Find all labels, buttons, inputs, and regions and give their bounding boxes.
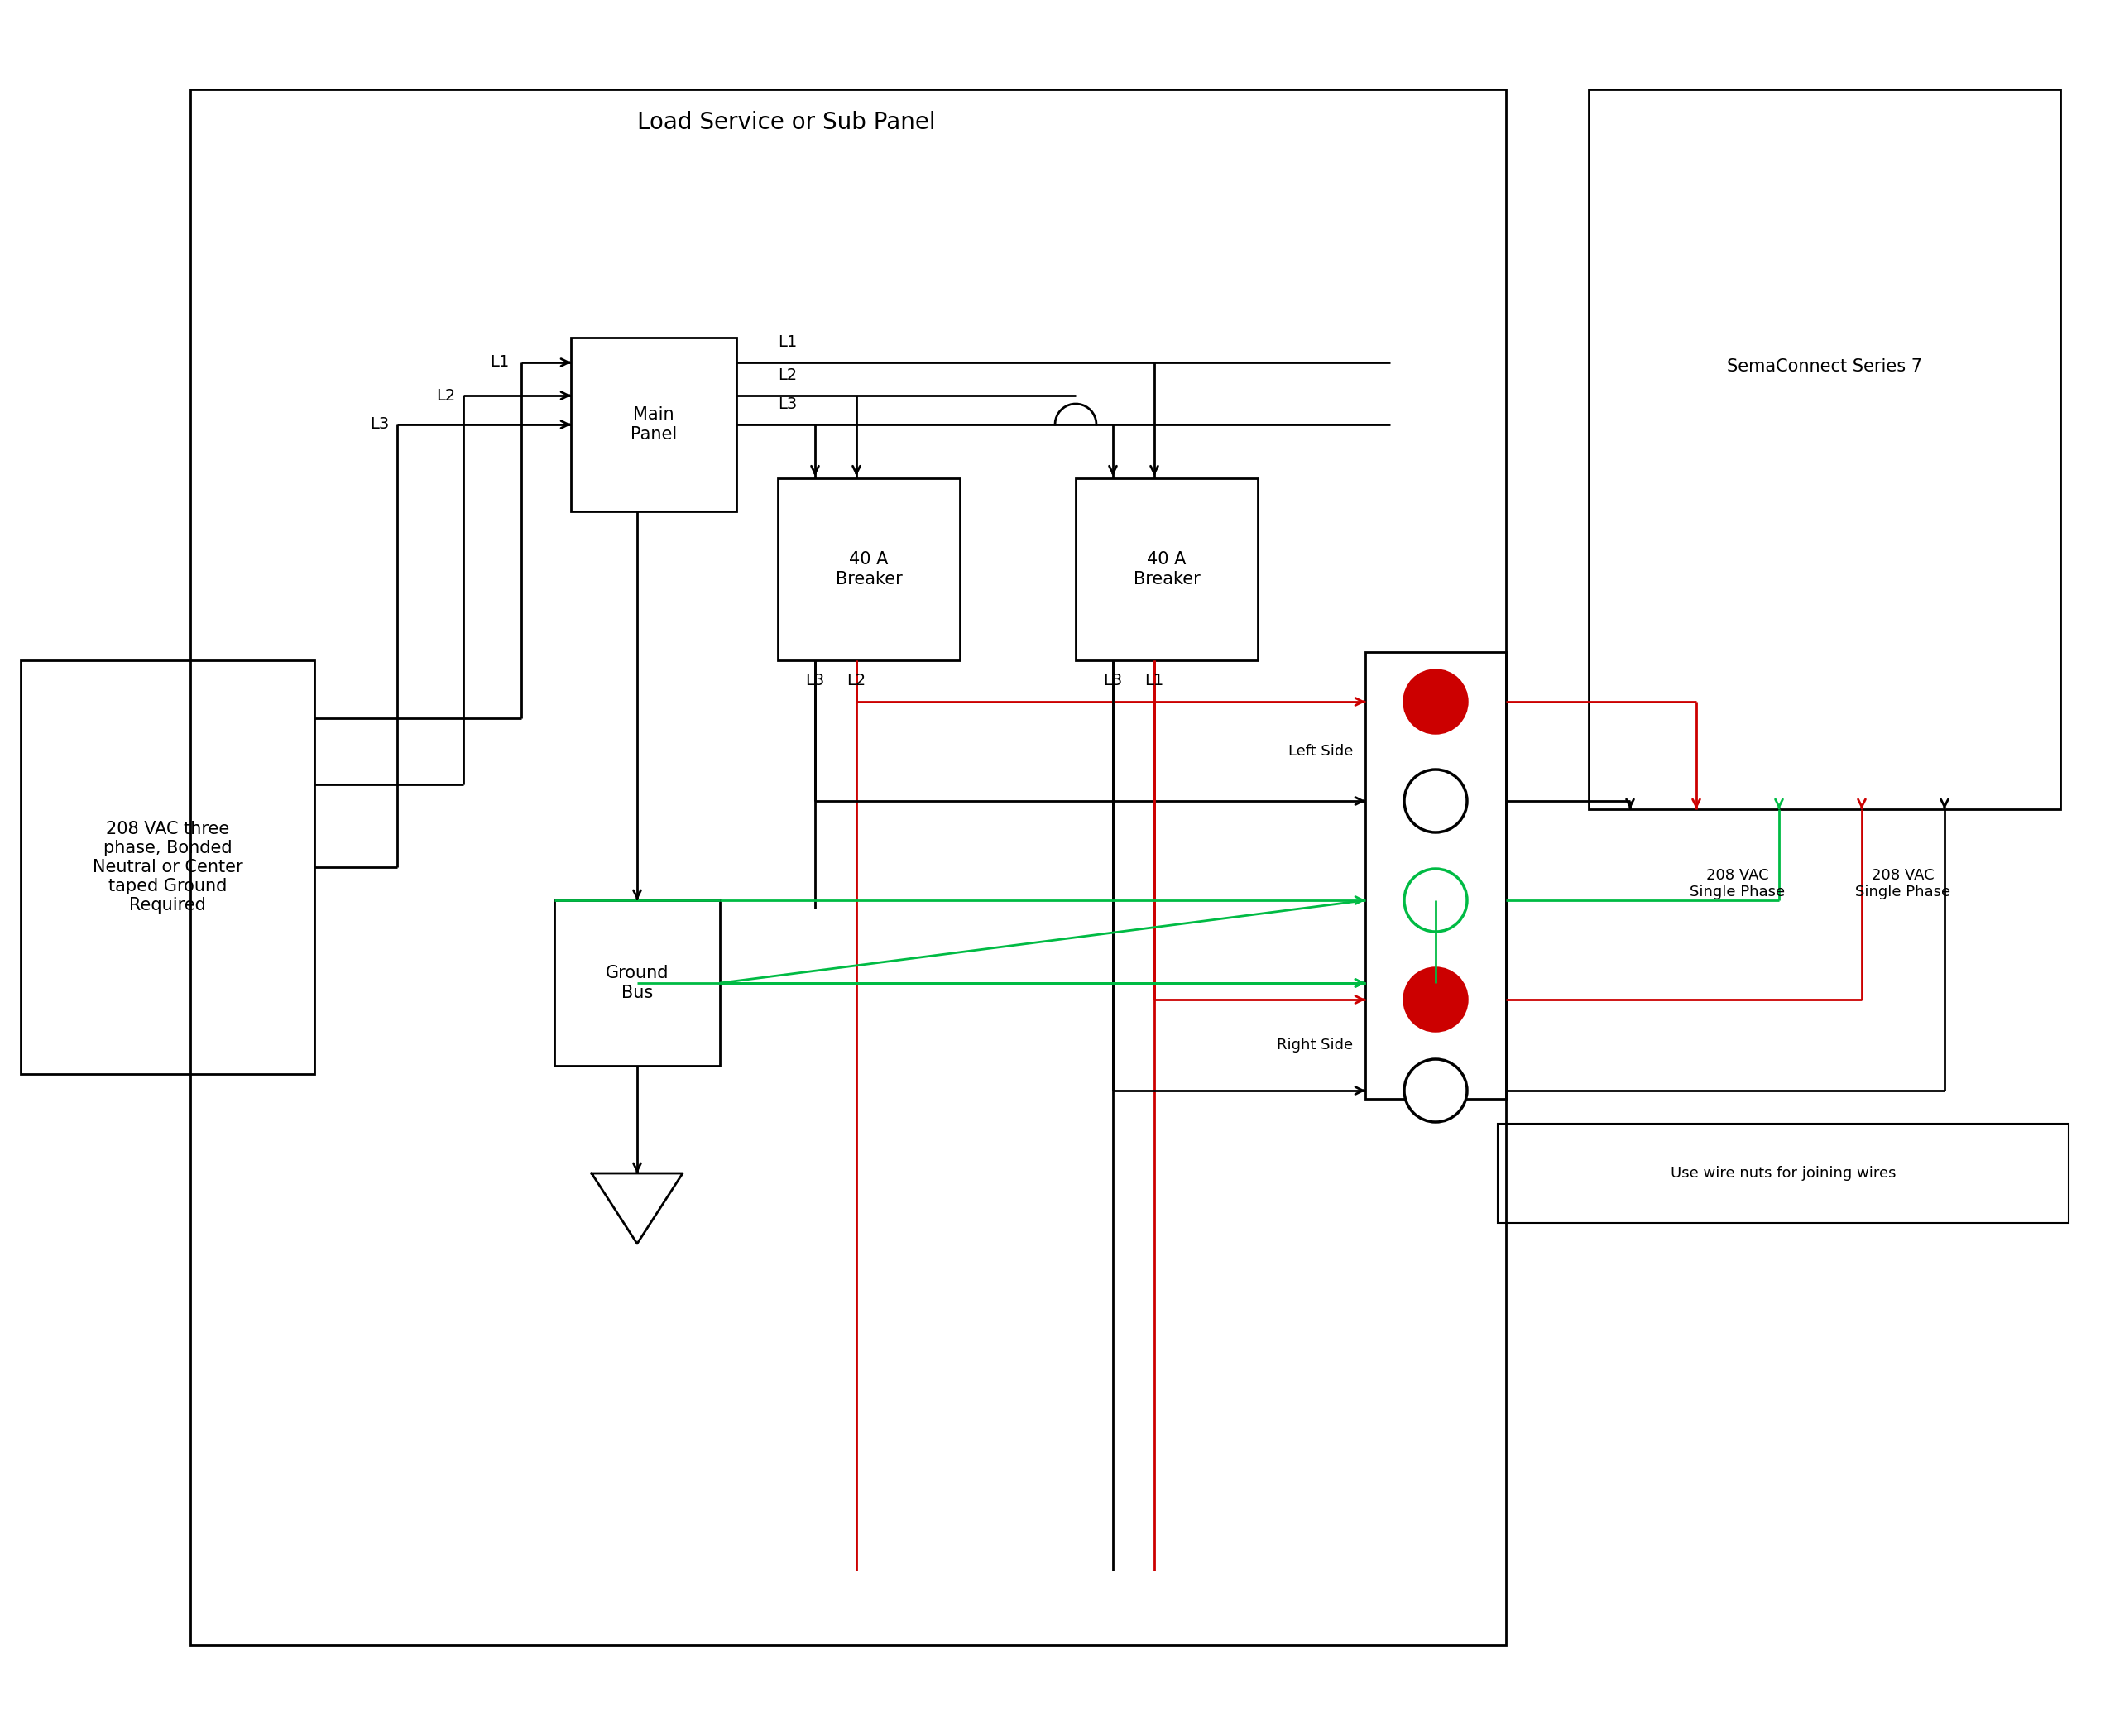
Text: Load Service or Sub Panel: Load Service or Sub Panel — [637, 111, 935, 134]
Text: Main
Panel: Main Panel — [631, 406, 677, 443]
Text: L1: L1 — [1144, 674, 1165, 689]
Text: 40 A
Breaker: 40 A Breaker — [836, 552, 903, 587]
Bar — [190, 89, 1507, 1646]
Bar — [21, 660, 314, 1075]
Text: L3: L3 — [806, 674, 825, 689]
Bar — [779, 479, 960, 660]
Text: L1: L1 — [779, 335, 798, 351]
Circle shape — [1403, 670, 1466, 733]
Bar — [1076, 479, 1258, 660]
Text: L3: L3 — [369, 417, 388, 432]
Text: L3: L3 — [1104, 674, 1123, 689]
Bar — [1589, 89, 2059, 809]
Text: 40 A
Breaker: 40 A Breaker — [1133, 552, 1201, 587]
Text: 208 VAC three
phase, Bonded
Neutral or Center
taped Ground
Required: 208 VAC three phase, Bonded Neutral or C… — [93, 821, 243, 913]
Text: L3: L3 — [779, 396, 798, 411]
Bar — [572, 337, 736, 512]
Text: L2: L2 — [846, 674, 865, 689]
Text: L2: L2 — [779, 368, 798, 384]
Text: SemaConnect Series 7: SemaConnect Series 7 — [1726, 358, 1922, 375]
Text: Right Side: Right Side — [1277, 1038, 1353, 1052]
Text: L2: L2 — [437, 387, 456, 403]
Bar — [1498, 1123, 2068, 1222]
Text: L1: L1 — [490, 354, 509, 370]
Circle shape — [1403, 1059, 1466, 1121]
Text: Ground
Bus: Ground Bus — [606, 965, 669, 1002]
Text: Left Side: Left Side — [1287, 745, 1353, 759]
Circle shape — [1403, 769, 1466, 833]
Bar — [1365, 653, 1507, 1099]
Bar — [555, 901, 720, 1066]
Circle shape — [1403, 969, 1466, 1031]
Text: 208 VAC
Single Phase: 208 VAC Single Phase — [1855, 868, 1952, 899]
Text: Use wire nuts for joining wires: Use wire nuts for joining wires — [1671, 1167, 1897, 1180]
Text: 208 VAC
Single Phase: 208 VAC Single Phase — [1690, 868, 1785, 899]
Circle shape — [1403, 868, 1466, 932]
